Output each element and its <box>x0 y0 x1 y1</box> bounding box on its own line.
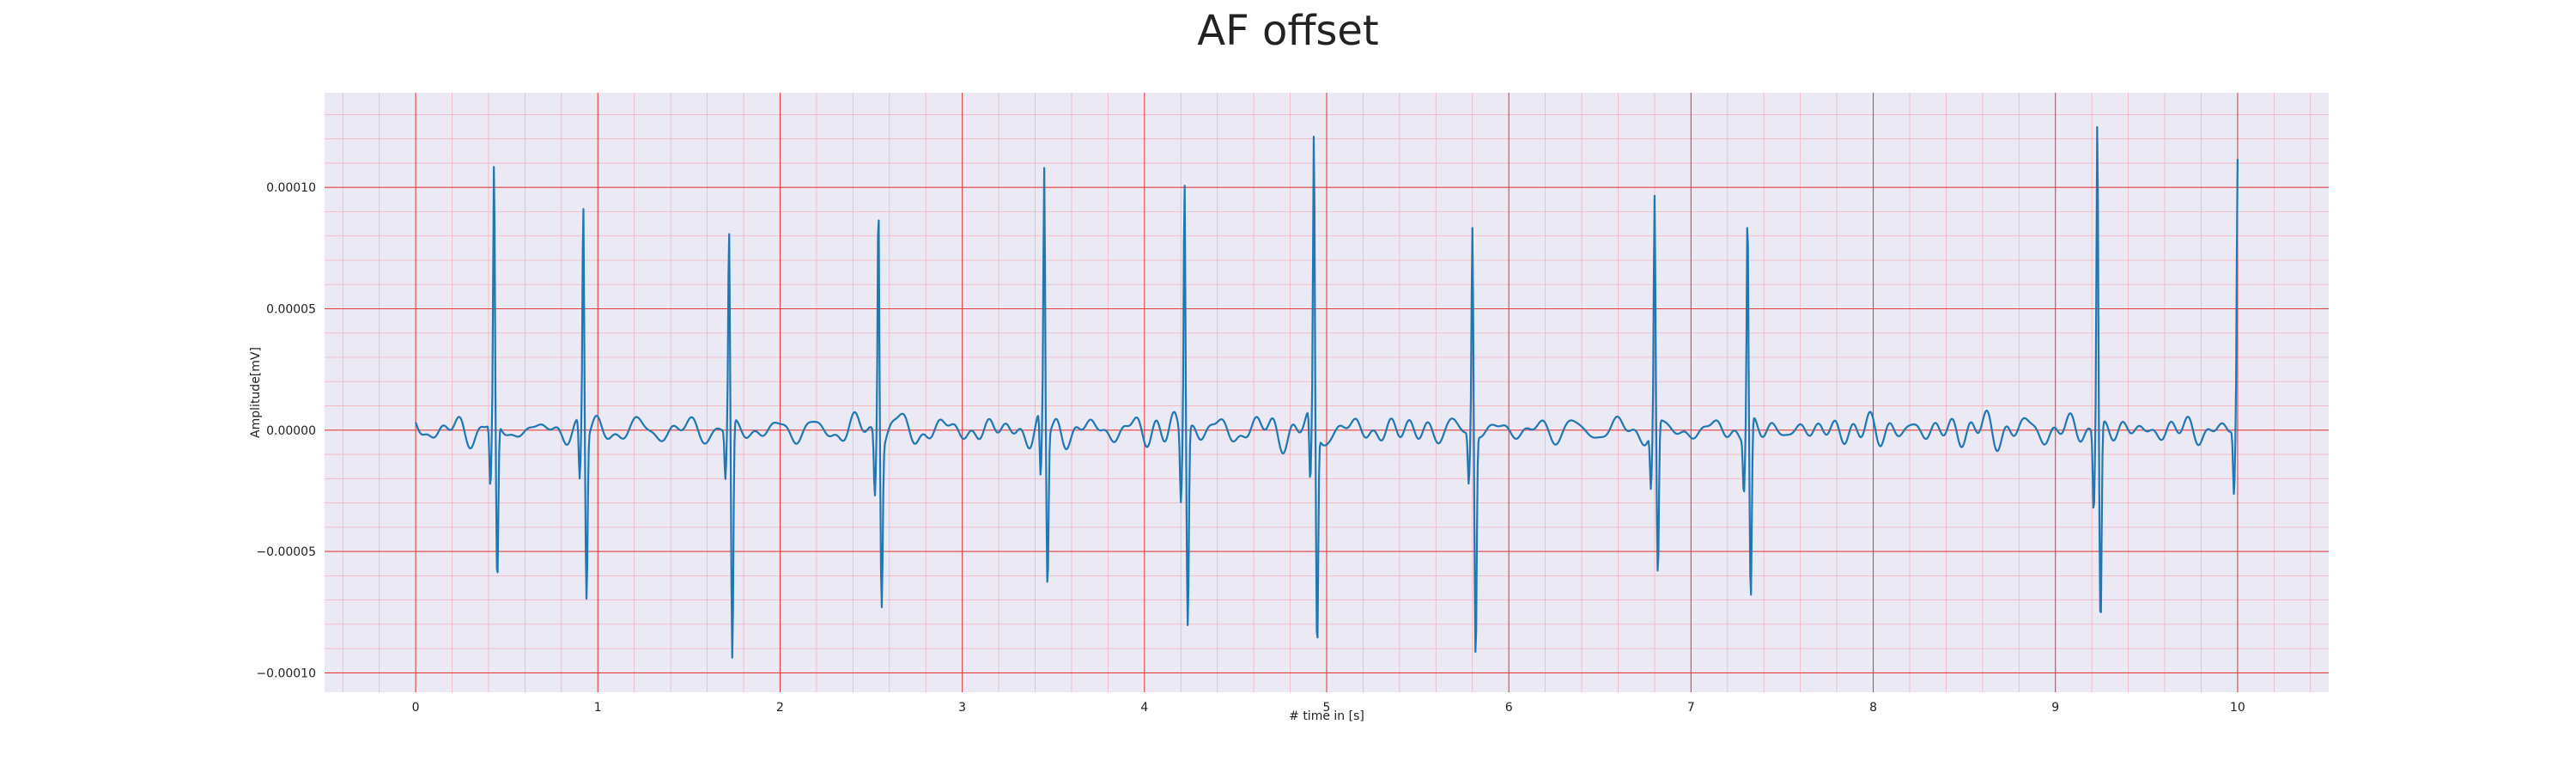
x-tick-label: 3 <box>958 701 966 715</box>
y-tick-label: 0.00005 <box>266 303 316 317</box>
x-axis: 0 1 2 3 4 5 6 7 8 9 10 <box>412 701 2245 715</box>
chart-title: AF offset <box>1197 7 1379 55</box>
x-tick-label: 10 <box>2230 701 2245 715</box>
x-tick-label: 8 <box>1869 701 1877 715</box>
y-axis: −0.00010 −0.00005 0.00000 0.00005 0.00010 <box>256 181 316 680</box>
y-tick-label: −0.00005 <box>256 545 316 559</box>
x-tick-label: 4 <box>1140 701 1148 715</box>
x-tick-label: 6 <box>1505 701 1513 715</box>
x-tick-label: 5 <box>1323 701 1331 715</box>
y-tick-label: 0.00010 <box>266 181 316 195</box>
major-grid <box>325 93 2329 692</box>
x-tick-label: 0 <box>412 701 420 715</box>
x-tick-label: 9 <box>2051 701 2059 715</box>
y-axis-label: Amplitude[mV] <box>249 347 263 438</box>
x-tick-label: 1 <box>594 701 602 715</box>
x-tick-label: 2 <box>776 701 784 715</box>
x-axis-label: # time in [s] <box>1289 709 1364 723</box>
y-tick-label: −0.00010 <box>256 666 316 680</box>
series-line-signal <box>415 125 2239 659</box>
y-tick-label: 0.00000 <box>266 424 316 438</box>
x-tick-label: 7 <box>1687 701 1695 715</box>
